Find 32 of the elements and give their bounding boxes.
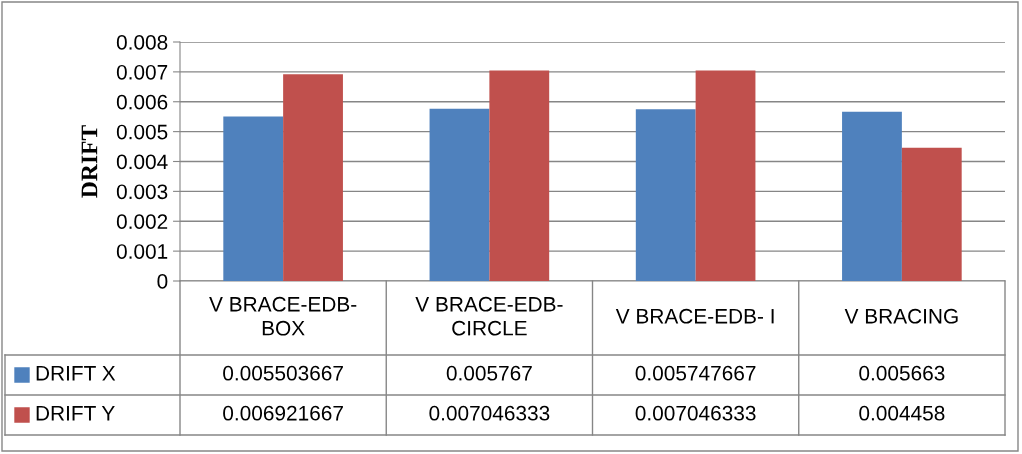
bar <box>695 70 756 281</box>
legend-label: DRIFT X <box>36 366 116 381</box>
y-tick-label: 0.003 <box>116 184 168 200</box>
bar <box>842 111 902 281</box>
y-tick-label: 0.008 <box>116 35 168 50</box>
data-label: 0.006921667 <box>223 405 343 421</box>
y-tick-label: 0.004 <box>116 154 168 170</box>
data-label: 0.005503667 <box>223 365 343 381</box>
x-tick-label: V BRACE-EDB-CIRCLE <box>415 296 563 336</box>
bar <box>283 74 343 281</box>
bar <box>901 147 962 281</box>
bar <box>429 108 490 281</box>
y-tick-label: 0 <box>157 274 168 289</box>
x-tick-label: V BRACE-EDB- I <box>615 308 774 324</box>
data-label: 0.007046333 <box>429 405 550 421</box>
bar <box>489 70 550 281</box>
y-tick-label: 0.006 <box>116 94 168 110</box>
data-label: 0.007046333 <box>635 405 756 421</box>
y-tick-label: 0.007 <box>116 64 168 80</box>
bar <box>223 116 284 281</box>
data-label: 0.005747667 <box>635 365 756 381</box>
data-label: 0.005767 <box>446 365 532 381</box>
legend-label: DRIFT Y <box>36 406 115 421</box>
x-tick-label: V BRACING <box>844 308 958 324</box>
y-tick-label: 0.002 <box>116 214 168 229</box>
y-tick-label: 0.005 <box>116 124 168 140</box>
bar <box>635 109 696 281</box>
y-tick-label: 0.001 <box>116 244 168 259</box>
y-axis-title: DRIFT <box>81 125 98 198</box>
data-label: 0.004458 <box>859 405 945 421</box>
x-tick-label: V BRACE-EDB-BOX <box>209 296 357 336</box>
data-label: 0.005663 <box>859 365 945 381</box>
